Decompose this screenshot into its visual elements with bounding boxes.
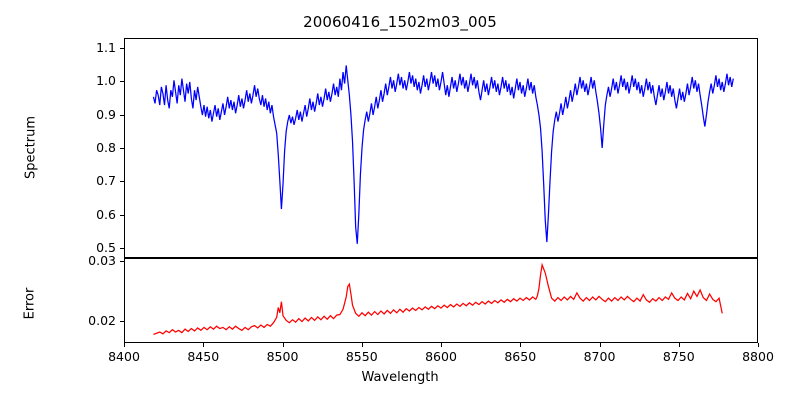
- x-tick-label: 8450: [187, 349, 220, 364]
- x-tick-label: 8750: [662, 349, 695, 364]
- x-tick-mark: [678, 343, 680, 347]
- data-line: [153, 265, 722, 335]
- data-line: [153, 65, 733, 243]
- x-tick-label: 8500: [266, 349, 299, 364]
- spectrum-y-tick-mark: [120, 181, 124, 183]
- x-tick-label: 8650: [504, 349, 537, 364]
- error-plot-area: [125, 259, 757, 342]
- spectrum-axes: [124, 38, 758, 258]
- error-y-tick-mark: [120, 260, 124, 263]
- page-title: 20060416_1502m03_005: [303, 13, 497, 31]
- error-y-axis-label: Error: [22, 287, 38, 320]
- x-tick-mark: [441, 343, 443, 347]
- spectrum-plot-area: [125, 39, 757, 257]
- spectrum-y-tick-mark: [120, 48, 124, 50]
- x-tick-label: 8400: [108, 349, 140, 364]
- error-axes: [124, 258, 758, 343]
- x-tick-mark: [282, 343, 284, 347]
- x-tick-mark: [758, 343, 760, 347]
- x-tick-label: 8700: [583, 349, 616, 364]
- spectrum-y-tick-label: 1.1: [96, 40, 116, 55]
- error-y-tick-mark: [120, 320, 124, 322]
- x-tick-label: 8550: [345, 349, 378, 364]
- spectrum-y-tick-label: 1.0: [96, 73, 116, 89]
- spectrum-y-tick-mark: [120, 114, 124, 116]
- x-tick-mark: [599, 343, 601, 347]
- x-tick-label: 8600: [425, 349, 457, 364]
- spectrum-y-tick-mark: [120, 81, 124, 83]
- spectrum-y-tick-label: 0.9: [96, 106, 116, 122]
- x-axis-label: Wavelength: [361, 370, 439, 385]
- spectrum-y-tick-label: 0.6: [96, 206, 116, 222]
- spectrum-y-tick-label: 0.8: [96, 140, 116, 155]
- error-y-tick-label: 0.03: [88, 252, 116, 268]
- spectrum-y-tick-mark: [120, 148, 124, 150]
- x-tick-mark: [520, 343, 522, 347]
- spectrum-y-tick-label: 0.5: [96, 240, 116, 255]
- error-y-tick-label: 0.02: [88, 312, 116, 328]
- spectrum-y-axis-label: Spectrum: [23, 116, 39, 179]
- spectrum-y-tick-mark: [120, 214, 124, 216]
- x-tick-mark: [124, 343, 126, 347]
- x-tick-mark: [361, 343, 363, 347]
- spectrum-y-tick-label: 0.7: [96, 173, 116, 189]
- spectrum-y-tick-mark: [120, 248, 124, 250]
- x-tick-label: 8800: [742, 349, 774, 364]
- x-tick-mark: [203, 343, 205, 347]
